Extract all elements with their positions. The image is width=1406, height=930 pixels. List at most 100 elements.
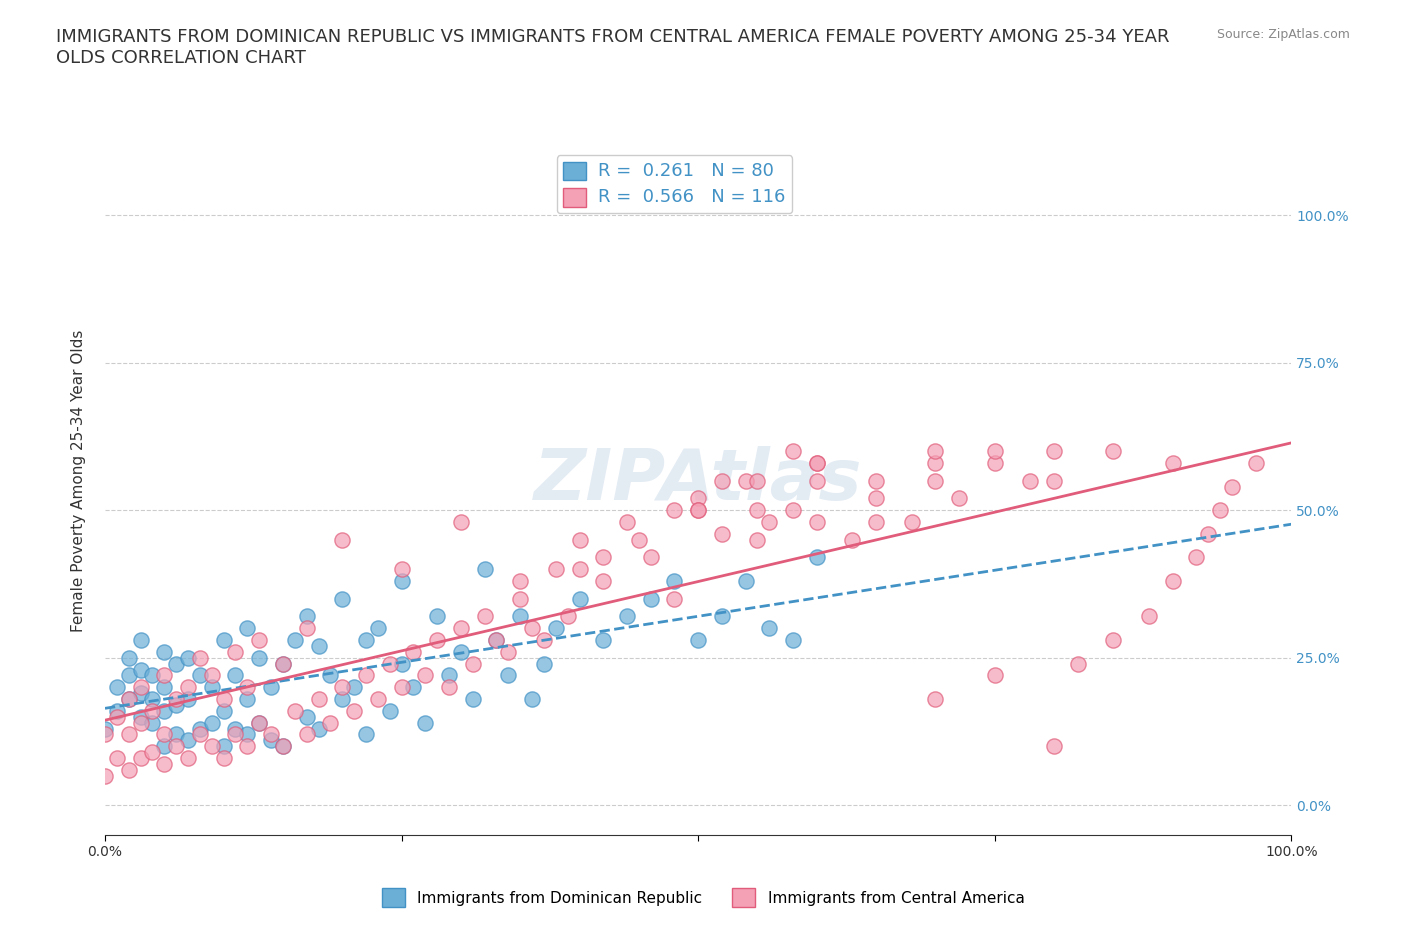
Point bbox=[118, 727, 141, 742]
Point bbox=[236, 621, 259, 636]
Point bbox=[129, 662, 152, 677]
Text: Source: ZipAtlas.com: Source: ZipAtlas.com bbox=[1216, 28, 1350, 41]
Point bbox=[474, 562, 496, 577]
Point bbox=[367, 621, 389, 636]
Point bbox=[568, 532, 591, 547]
Point bbox=[177, 692, 200, 707]
Point bbox=[153, 727, 176, 742]
Point bbox=[295, 621, 318, 636]
Point bbox=[450, 514, 472, 529]
Point bbox=[437, 668, 460, 683]
Point bbox=[153, 680, 176, 695]
Point bbox=[129, 632, 152, 647]
Point bbox=[806, 456, 828, 471]
Point bbox=[118, 692, 141, 707]
Point bbox=[141, 668, 163, 683]
Point bbox=[212, 751, 235, 765]
Point bbox=[308, 721, 330, 736]
Point bbox=[734, 473, 756, 488]
Point bbox=[105, 703, 128, 718]
Point bbox=[1102, 444, 1125, 458]
Point bbox=[236, 680, 259, 695]
Point bbox=[201, 738, 224, 753]
Point bbox=[201, 680, 224, 695]
Point bbox=[627, 532, 650, 547]
Point bbox=[806, 456, 828, 471]
Point bbox=[1137, 609, 1160, 624]
Point bbox=[865, 514, 887, 529]
Point bbox=[664, 574, 686, 589]
Point bbox=[688, 503, 710, 518]
Point bbox=[354, 632, 377, 647]
Point bbox=[165, 738, 187, 753]
Point bbox=[391, 562, 413, 577]
Point bbox=[330, 532, 353, 547]
Point bbox=[212, 692, 235, 707]
Y-axis label: Female Poverty Among 25-34 Year Olds: Female Poverty Among 25-34 Year Olds bbox=[72, 329, 86, 631]
Point bbox=[177, 680, 200, 695]
Point bbox=[260, 680, 283, 695]
Point bbox=[924, 473, 946, 488]
Point bbox=[520, 692, 543, 707]
Point bbox=[236, 738, 259, 753]
Point bbox=[354, 668, 377, 683]
Point bbox=[141, 703, 163, 718]
Point bbox=[153, 644, 176, 659]
Point bbox=[1244, 456, 1267, 471]
Point bbox=[330, 680, 353, 695]
Point bbox=[509, 574, 531, 589]
Point bbox=[367, 692, 389, 707]
Point bbox=[224, 668, 246, 683]
Point bbox=[153, 738, 176, 753]
Point bbox=[177, 650, 200, 665]
Point bbox=[782, 632, 804, 647]
Point bbox=[841, 532, 863, 547]
Point bbox=[426, 609, 449, 624]
Point bbox=[865, 491, 887, 506]
Point bbox=[747, 473, 769, 488]
Point bbox=[616, 609, 638, 624]
Point bbox=[1067, 657, 1090, 671]
Point bbox=[485, 632, 508, 647]
Point bbox=[105, 751, 128, 765]
Point bbox=[319, 668, 342, 683]
Point bbox=[747, 532, 769, 547]
Point bbox=[710, 526, 733, 541]
Point bbox=[688, 632, 710, 647]
Point bbox=[1102, 632, 1125, 647]
Point bbox=[640, 550, 662, 565]
Point bbox=[747, 503, 769, 518]
Point bbox=[984, 444, 1007, 458]
Point bbox=[94, 727, 117, 742]
Point bbox=[1043, 473, 1066, 488]
Point bbox=[188, 727, 211, 742]
Point bbox=[105, 710, 128, 724]
Point bbox=[568, 562, 591, 577]
Point bbox=[474, 609, 496, 624]
Point bbox=[271, 738, 294, 753]
Point bbox=[378, 657, 401, 671]
Point bbox=[1209, 503, 1232, 518]
Point bbox=[520, 621, 543, 636]
Point bbox=[1220, 479, 1243, 494]
Point bbox=[153, 703, 176, 718]
Point bbox=[734, 574, 756, 589]
Point bbox=[271, 738, 294, 753]
Point bbox=[450, 621, 472, 636]
Point bbox=[308, 692, 330, 707]
Point bbox=[260, 733, 283, 748]
Point bbox=[391, 680, 413, 695]
Point bbox=[461, 657, 484, 671]
Point bbox=[188, 668, 211, 683]
Point bbox=[94, 768, 117, 783]
Point bbox=[402, 680, 425, 695]
Text: ZIPAtlas: ZIPAtlas bbox=[534, 446, 862, 515]
Point bbox=[177, 751, 200, 765]
Point bbox=[165, 727, 187, 742]
Point bbox=[948, 491, 970, 506]
Point bbox=[391, 657, 413, 671]
Point bbox=[129, 680, 152, 695]
Point bbox=[260, 727, 283, 742]
Point bbox=[271, 657, 294, 671]
Point bbox=[118, 763, 141, 777]
